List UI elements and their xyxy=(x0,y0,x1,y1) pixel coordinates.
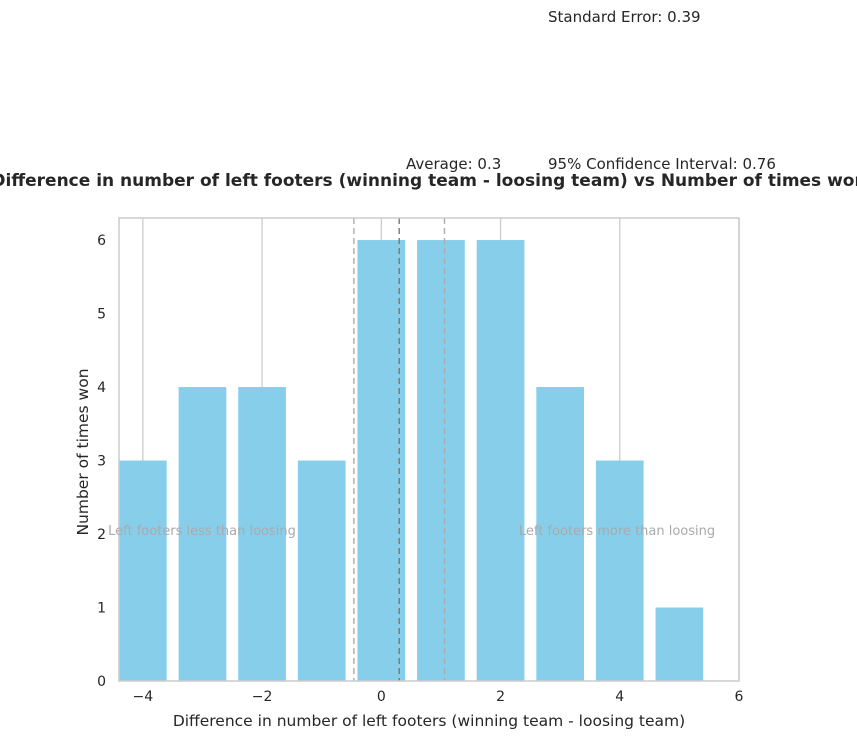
bars xyxy=(119,240,704,682)
x-tick-label-3: 2 xyxy=(496,689,505,705)
bar-1 xyxy=(178,387,227,681)
left-region-annotation: Left footers less than loosing xyxy=(108,524,296,539)
bar-5 xyxy=(417,240,465,682)
plot-frame xyxy=(118,217,740,682)
bar-3 xyxy=(297,460,346,681)
y-tick-label-0: 0 xyxy=(97,674,106,690)
bar-6 xyxy=(476,240,525,682)
y-tick-label-4: 4 xyxy=(97,380,106,396)
bar-9 xyxy=(655,607,704,681)
chart-title: Difference in number of left footers (wi… xyxy=(0,171,857,191)
y-tick-label-6: 6 xyxy=(97,233,106,249)
x-tick-label-2: 0 xyxy=(377,689,386,705)
y-tick-label-3: 3 xyxy=(97,454,106,470)
x-tick-labels: −4 −2 0 2 4 6 xyxy=(133,689,744,705)
x-tick-label-0: −4 xyxy=(133,689,154,705)
bar-7 xyxy=(536,387,584,681)
y-tick-label-5: 5 xyxy=(97,307,106,323)
y-tick-label-1: 1 xyxy=(97,601,106,617)
bar-0 xyxy=(119,460,167,681)
y-tick-label-2: 2 xyxy=(97,527,106,543)
x-axis-label: Difference in number of left footers (wi… xyxy=(173,712,685,730)
reference-lines xyxy=(353,218,446,681)
average-text: Average: 0.3 xyxy=(406,155,501,173)
x-tick-label-4: 4 xyxy=(615,689,624,705)
y-axis-label: Number of times won xyxy=(74,368,92,535)
bar-2 xyxy=(238,387,286,681)
standard-error-text: Standard Error: 0.39 xyxy=(548,8,701,26)
y-tick-labels: 0 1 2 3 4 5 6 xyxy=(97,233,106,690)
right-region-annotation: Left footers more than loosing xyxy=(519,524,715,539)
x-tick-label-5: 6 xyxy=(735,689,744,705)
bar-8 xyxy=(595,460,644,681)
confidence-interval-text: 95% Confidence Interval: 0.76 xyxy=(548,155,776,173)
x-tick-label-1: −2 xyxy=(252,689,273,705)
bar-4 xyxy=(357,240,406,682)
